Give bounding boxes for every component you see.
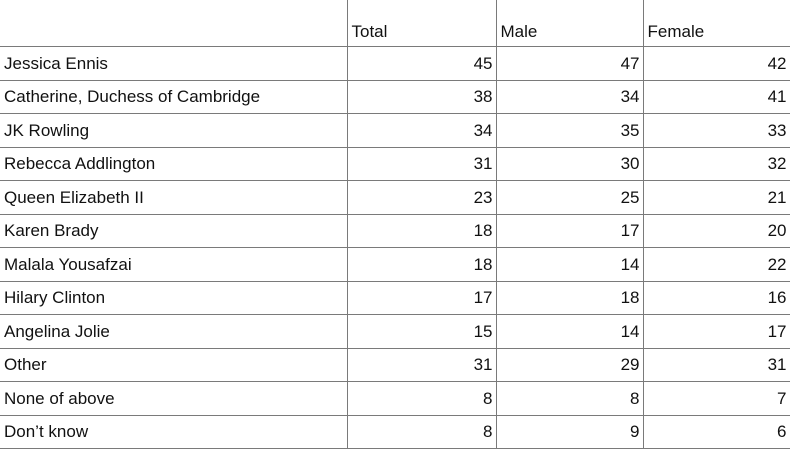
cell-total[interactable]: 38 <box>346 79 497 114</box>
cell-female[interactable]: 22 <box>642 247 790 282</box>
cell-total[interactable]: 8 <box>346 414 497 449</box>
table-row: Angelina Jolie 15 14 17 <box>0 314 790 349</box>
cell-female[interactable]: 20 <box>642 213 790 248</box>
cell-name[interactable]: JK Rowling <box>0 113 348 148</box>
table-row: Jessica Ennis 45 47 42 <box>0 46 790 81</box>
cell-total[interactable]: 23 <box>346 180 497 215</box>
cell-male[interactable]: 34 <box>495 79 644 114</box>
cell-female[interactable]: 33 <box>642 113 790 148</box>
cell-male[interactable]: 8 <box>495 381 644 416</box>
cell-total[interactable]: 17 <box>346 280 497 315</box>
table-row: Other 31 29 31 <box>0 347 790 382</box>
cell-male[interactable]: 29 <box>495 347 644 382</box>
cell-name[interactable]: Hilary Clinton <box>0 280 348 315</box>
cell-total[interactable]: 34 <box>346 113 497 148</box>
cell-female[interactable]: 21 <box>642 180 790 215</box>
cell-total[interactable]: 18 <box>346 213 497 248</box>
cell-female[interactable]: 31 <box>642 347 790 382</box>
table-row: Karen Brady 18 17 20 <box>0 213 790 248</box>
cell-female[interactable]: 16 <box>642 280 790 315</box>
cell-name[interactable]: Other <box>0 347 348 382</box>
cell-male[interactable]: 30 <box>495 146 644 181</box>
cell-name[interactable]: Jessica Ennis <box>0 46 348 81</box>
table-row: Rebecca Addlington 31 30 32 <box>0 146 790 181</box>
cell-total[interactable]: 18 <box>346 247 497 282</box>
cell-total[interactable]: 31 <box>346 347 497 382</box>
cell-female[interactable]: 7 <box>642 381 790 416</box>
table-row: Don’t know 8 9 6 <box>0 414 790 449</box>
cell-male[interactable]: 14 <box>495 314 644 349</box>
cell-female[interactable]: 6 <box>642 414 790 449</box>
cell-total[interactable]: 8 <box>346 381 497 416</box>
cell-name[interactable]: Queen Elizabeth II <box>0 180 348 215</box>
cell-total[interactable]: 15 <box>346 314 497 349</box>
header-row: Total Male Female <box>0 0 790 47</box>
header-cell-male[interactable]: Male <box>495 0 644 47</box>
header-cell-female[interactable]: Female <box>642 0 790 47</box>
table-row: Catherine, Duchess of Cambridge 38 34 41 <box>0 79 790 114</box>
cell-female[interactable]: 17 <box>642 314 790 349</box>
cell-male[interactable]: 17 <box>495 213 644 248</box>
cell-name[interactable]: Don’t know <box>0 414 348 449</box>
cell-name[interactable]: Rebecca Addlington <box>0 146 348 181</box>
table-row: Queen Elizabeth II 23 25 21 <box>0 180 790 215</box>
header-cell-total[interactable]: Total <box>346 0 497 47</box>
cell-female[interactable]: 32 <box>642 146 790 181</box>
table-row: Hilary Clinton 17 18 16 <box>0 280 790 315</box>
cell-male[interactable]: 47 <box>495 46 644 81</box>
table-row: None of above 8 8 7 <box>0 381 790 416</box>
cell-name[interactable]: Karen Brady <box>0 213 348 248</box>
cell-male[interactable]: 9 <box>495 414 644 449</box>
table-row: JK Rowling 34 35 33 <box>0 113 790 148</box>
cell-name[interactable]: Malala Yousafzai <box>0 247 348 282</box>
cell-name[interactable]: Catherine, Duchess of Cambridge <box>0 79 348 114</box>
cell-male[interactable]: 35 <box>495 113 644 148</box>
table-row: Malala Yousafzai 18 14 22 <box>0 247 790 282</box>
cell-male[interactable]: 25 <box>495 180 644 215</box>
cell-female[interactable]: 41 <box>642 79 790 114</box>
table-body: Jessica Ennis 45 47 42 Catherine, Duches… <box>0 46 790 449</box>
cell-total[interactable]: 31 <box>346 146 497 181</box>
cell-total[interactable]: 45 <box>346 46 497 81</box>
cell-name[interactable]: None of above <box>0 381 348 416</box>
header-cell-name[interactable] <box>0 0 348 47</box>
cell-male[interactable]: 14 <box>495 247 644 282</box>
cell-name[interactable]: Angelina Jolie <box>0 314 348 349</box>
cell-female[interactable]: 42 <box>642 46 790 81</box>
cell-male[interactable]: 18 <box>495 280 644 315</box>
